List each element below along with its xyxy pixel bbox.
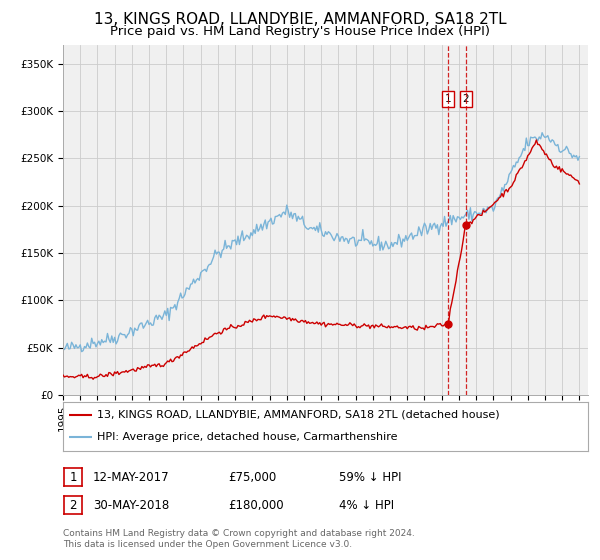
- Text: 1: 1: [445, 94, 451, 104]
- Text: 12-MAY-2017: 12-MAY-2017: [93, 470, 170, 484]
- Text: £180,000: £180,000: [228, 498, 284, 512]
- Text: 30-MAY-2018: 30-MAY-2018: [93, 498, 169, 512]
- Text: 59% ↓ HPI: 59% ↓ HPI: [339, 470, 401, 484]
- Text: 4% ↓ HPI: 4% ↓ HPI: [339, 498, 394, 512]
- Text: HPI: Average price, detached house, Carmarthenshire: HPI: Average price, detached house, Carm…: [97, 432, 398, 442]
- Text: Price paid vs. HM Land Registry's House Price Index (HPI): Price paid vs. HM Land Registry's House …: [110, 25, 490, 38]
- Text: Contains HM Land Registry data © Crown copyright and database right 2024.
This d: Contains HM Land Registry data © Crown c…: [63, 529, 415, 549]
- Text: 13, KINGS ROAD, LLANDYBIE, AMMANFORD, SA18 2TL (detached house): 13, KINGS ROAD, LLANDYBIE, AMMANFORD, SA…: [97, 410, 500, 420]
- Text: 2: 2: [70, 498, 77, 512]
- Text: 2: 2: [463, 94, 469, 104]
- Text: 1: 1: [70, 470, 77, 484]
- Text: £75,000: £75,000: [228, 470, 276, 484]
- Text: 13, KINGS ROAD, LLANDYBIE, AMMANFORD, SA18 2TL: 13, KINGS ROAD, LLANDYBIE, AMMANFORD, SA…: [94, 12, 506, 27]
